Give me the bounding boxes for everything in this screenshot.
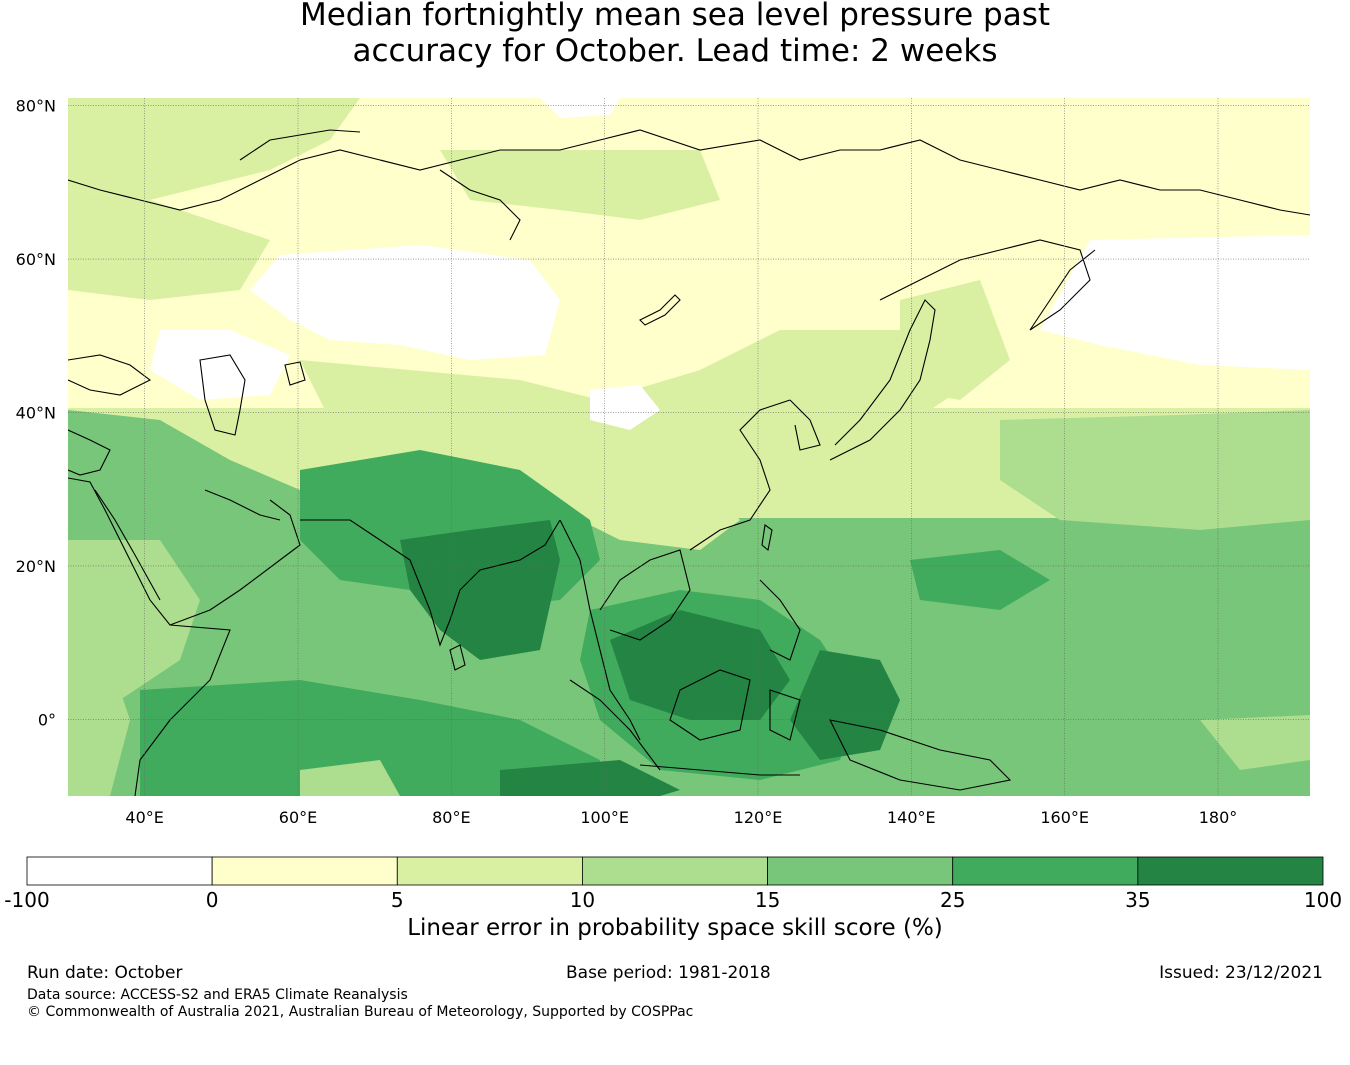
latitude-tick-label: 40°N <box>16 403 56 422</box>
coastline-indochina <box>599 549 691 641</box>
longitude-tick-label: 40°E <box>125 808 163 827</box>
latitude-tick-label: 60°N <box>16 250 56 269</box>
region-china-lightgreen <box>520 450 740 550</box>
coastline-china <box>689 399 791 551</box>
colorbar-tick-label: 10 <box>570 888 595 912</box>
coastline-borneo <box>669 669 751 741</box>
latitude-tick-label: 80°N <box>16 97 56 116</box>
coastline-persian-gulf <box>204 489 281 521</box>
latitude-tick-label: 0° <box>38 710 56 729</box>
coastline-red-sea <box>94 489 161 601</box>
map-gridlines <box>68 98 1310 796</box>
title-line-2: accuracy for October. Lead time: 2 weeks <box>352 33 998 69</box>
coastline-arctic <box>68 129 1310 216</box>
base-period-text: Base period: 1981-2018 <box>566 963 771 983</box>
region-negative-west-siberia <box>250 245 560 360</box>
title-line-1: Median fortnightly mean sea level pressu… <box>299 0 1051 33</box>
region-pacific-south-light <box>1200 715 1310 770</box>
colorbar-tick-label: 25 <box>940 888 965 912</box>
region-arctic-green <box>68 98 360 200</box>
coastline-baikal <box>639 294 681 326</box>
longitude-tick-label: 120°E <box>734 808 783 827</box>
longitude-tick-labels: 40°E 60°E 80°E 100°E 120°E 140°E 160°E 180° <box>125 808 1237 827</box>
coastline-japan <box>829 299 936 461</box>
coastline-taymyr <box>439 169 521 241</box>
coastline-java <box>639 764 800 776</box>
region-pacific-mid-green <box>1000 410 1310 530</box>
coastline-sri-lanka <box>449 644 466 671</box>
latitude-tick-labels: 80°N 60°N 40°N 20°N 0° <box>16 97 56 730</box>
colorbar: -100 0 5 10 15 25 35 100 <box>4 856 1342 912</box>
coastline-india <box>300 519 561 647</box>
region-negative-mongolia <box>590 385 660 430</box>
region-east-africa-light <box>68 660 130 796</box>
region-western-green <box>68 190 270 300</box>
colorbar-tick-label: -100 <box>4 888 49 912</box>
colorbar-bin <box>396 856 583 886</box>
run-date-text: Run date: October <box>27 963 183 983</box>
region-south-java-highest <box>500 760 680 796</box>
coastline-taiwan <box>761 524 773 552</box>
longitude-tick-label: 100°E <box>580 808 629 827</box>
longitude-tick-label: 80°E <box>432 808 470 827</box>
colorbar-bin <box>582 856 768 886</box>
coastline-black-sea <box>68 354 152 396</box>
region-westpac-high <box>910 550 1050 610</box>
region-indian-ocean-light <box>300 760 400 796</box>
longitude-tick-label: 140°E <box>887 808 936 827</box>
region-scs-highest <box>610 610 790 720</box>
colorbar-bin <box>26 856 213 886</box>
colorbar-bin <box>767 856 954 886</box>
colorbar-tick-label: 0 <box>206 888 219 912</box>
colorbar-bin <box>952 856 1139 886</box>
coastline-mediterranean <box>68 429 111 476</box>
skill-score-map <box>68 98 1310 796</box>
coastline-aral <box>284 361 306 386</box>
coastline-myanmar-malaysia <box>559 519 641 741</box>
coastline-arabia <box>68 477 301 626</box>
region-indian-ocean-green <box>140 680 600 796</box>
region-east-light <box>900 280 1010 400</box>
coastline-sea-of-okhotsk <box>879 239 1091 331</box>
coastline-kamchatka <box>1029 249 1096 331</box>
data-source-text: Data source: ACCESS-S2 and ERA5 Climate … <box>27 987 408 1003</box>
coastline-novaya-zemlya <box>239 129 361 161</box>
longitude-tick-label: 60°E <box>279 808 317 827</box>
coastline-east-africa <box>134 624 231 796</box>
region-negative-arctic <box>540 98 620 118</box>
coastline-philippines <box>759 579 801 661</box>
coastline-sumatra <box>569 679 661 771</box>
region-indonesia-highest <box>790 650 900 760</box>
colorbar-tick-label: 15 <box>755 888 780 912</box>
latitude-tick-label: 20°N <box>16 557 56 576</box>
coastlines <box>68 129 1310 796</box>
colorbar-tick-label: 100 <box>1304 888 1342 912</box>
longitude-tick-label: 160°E <box>1040 808 1089 827</box>
region-negative-kamchatka <box>1040 235 1310 370</box>
coastline-korea <box>789 399 821 451</box>
colorbar-bin <box>211 856 398 886</box>
region-siberia-green <box>440 150 720 220</box>
issued-date-text: Issued: 23/12/2021 <box>1159 963 1323 983</box>
colorbar-tick-label: 35 <box>1125 888 1150 912</box>
colorbar-bin <box>1137 856 1324 886</box>
longitude-tick-label: 180° <box>1199 808 1238 827</box>
coastline-new-guinea <box>829 719 1012 791</box>
colorbar-label: Linear error in probability space skill … <box>407 915 943 941</box>
colorbar-tick-label: 5 <box>391 888 404 912</box>
coastline-sulawesi <box>769 689 801 741</box>
coastline-caspian <box>199 354 246 436</box>
region-negative-caspian <box>150 330 290 400</box>
region-bengal-highest <box>400 520 560 660</box>
copyright-text: © Commonwealth of Australia 2021, Austra… <box>27 1004 694 1020</box>
